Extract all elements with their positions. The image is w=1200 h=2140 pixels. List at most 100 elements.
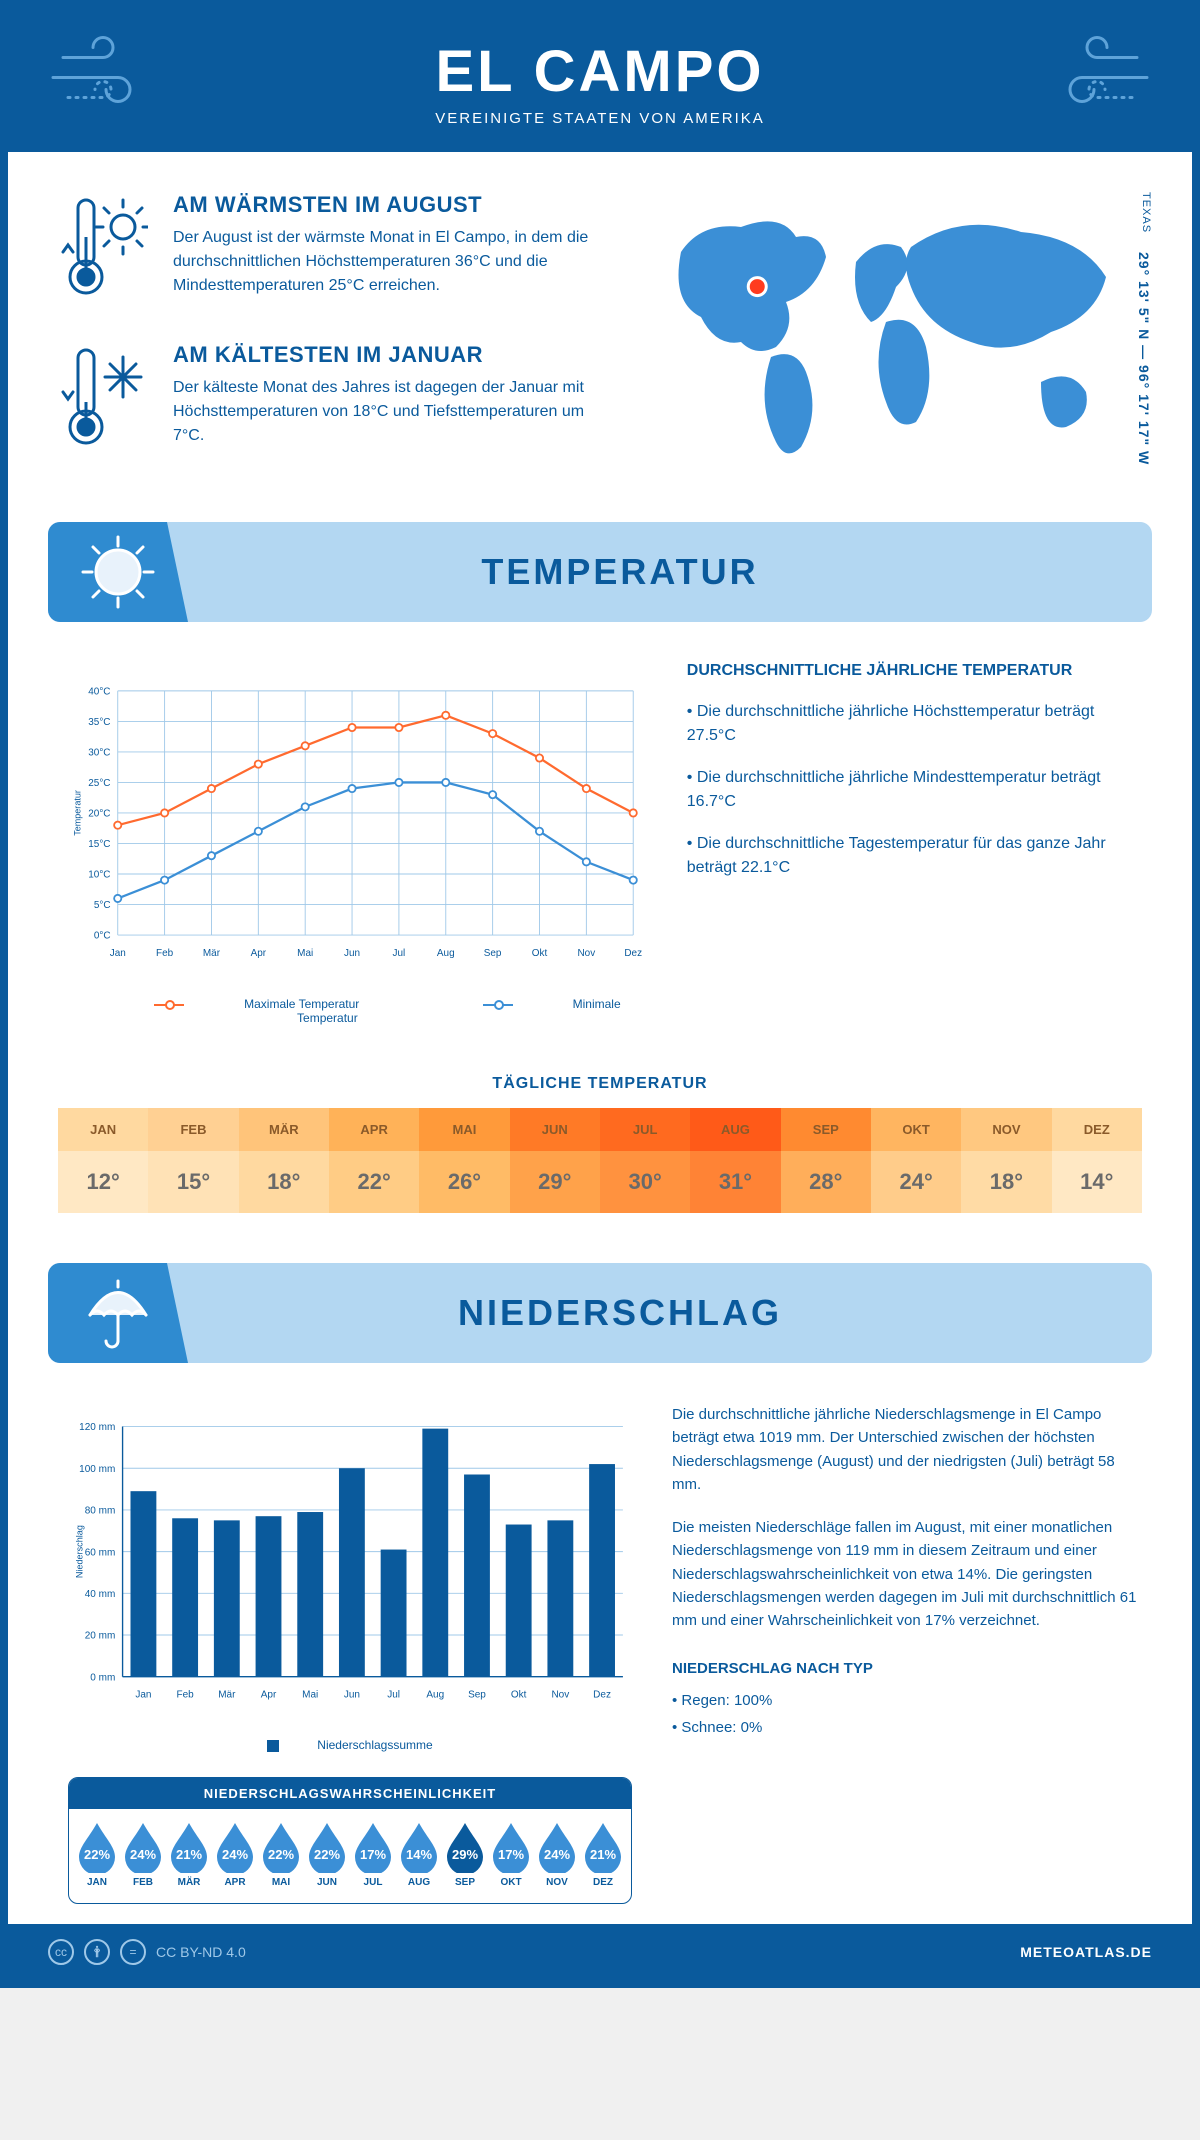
daily-temp-cell: JUN29° — [510, 1108, 600, 1213]
daily-temp-title: TÄGLICHE TEMPERATUR — [8, 1075, 1192, 1093]
coldest-fact: AM KÄLTESTEN IM JANUAR Der kälteste Mona… — [58, 342, 610, 457]
daily-temp-cell: DEZ14° — [1052, 1108, 1142, 1213]
daily-temp-cell: SEP28° — [781, 1108, 871, 1213]
svg-text:0°C: 0°C — [94, 931, 111, 942]
svg-text:Okt: Okt — [511, 1690, 527, 1701]
svg-text:17%: 17% — [360, 1847, 386, 1862]
svg-text:35°C: 35°C — [88, 717, 110, 728]
svg-text:22%: 22% — [84, 1847, 110, 1862]
svg-text:Temperatur: Temperatur — [73, 790, 83, 836]
svg-text:17%: 17% — [498, 1847, 524, 1862]
svg-text:22%: 22% — [314, 1847, 340, 1862]
coldest-title: AM KÄLTESTEN IM JANUAR — [173, 342, 610, 368]
wind-icon — [48, 33, 158, 128]
daily-temp-cell: MAI26° — [419, 1108, 509, 1213]
svg-text:Mai: Mai — [297, 948, 313, 959]
intro-section: AM WÄRMSTEN IM AUGUST Der August ist der… — [8, 152, 1192, 522]
probability-drop: 24% FEB — [122, 1821, 164, 1888]
probability-drop: 24% APR — [214, 1821, 256, 1888]
daily-temp-cell: MÄR18° — [239, 1108, 329, 1213]
probability-drop: 14% AUG — [398, 1821, 440, 1888]
region-label: TEXAS — [1140, 192, 1152, 233]
probability-drop: 17% OKT — [490, 1821, 532, 1888]
svg-text:Nov: Nov — [578, 948, 596, 959]
precipitation-body: 0 mm20 mm40 mm60 mm80 mm100 mm120 mmNied… — [8, 1363, 1192, 1924]
probability-drop: 29% SEP — [444, 1821, 486, 1888]
daily-temp-cell: OKT24° — [871, 1108, 961, 1213]
probability-drop: 24% NOV — [536, 1821, 578, 1888]
infographic-page: EL CAMPO VEREINIGTE STAATEN VON AMERIKA — [0, 0, 1200, 1988]
page-subtitle: VEREINIGTE STAATEN VON AMERIKA — [28, 110, 1172, 127]
temperature-banner: TEMPERATUR — [48, 522, 1152, 622]
precip-legend-label: Niederschlagssumme — [317, 1738, 432, 1752]
footer: cc 🛉 = CC BY-ND 4.0 METEOATLAS.DE — [8, 1924, 1192, 1980]
warmest-title: AM WÄRMSTEN IM AUGUST — [173, 192, 610, 218]
sun-icon — [48, 522, 188, 622]
svg-text:24%: 24% — [222, 1847, 248, 1862]
svg-text:0 mm: 0 mm — [90, 1672, 115, 1683]
probability-drop: 17% JUL — [352, 1821, 394, 1888]
precip-type-line: • Schnee: 0% — [672, 1716, 1142, 1739]
probability-box: NIEDERSCHLAGSWAHRSCHEINLICHKEIT 22% JAN … — [68, 1777, 632, 1904]
svg-text:10°C: 10°C — [88, 870, 110, 881]
precipitation-banner: NIEDERSCHLAG — [48, 1263, 1152, 1363]
svg-text:22%: 22% — [268, 1847, 294, 1862]
svg-text:Jul: Jul — [387, 1690, 400, 1701]
svg-text:Jul: Jul — [393, 948, 406, 959]
wind-icon — [1042, 33, 1152, 128]
svg-text:120 mm: 120 mm — [79, 1422, 115, 1433]
svg-text:Aug: Aug — [437, 948, 455, 959]
svg-text:Feb: Feb — [156, 948, 174, 959]
temp-text-heading: DURCHSCHNITTLICHE JÄHRLICHE TEMPERATUR — [687, 662, 1132, 680]
temp-bullet: • Die durchschnittliche Tagestemperatur … — [687, 832, 1132, 880]
svg-text:Niederschlag: Niederschlag — [75, 1525, 85, 1578]
warmest-fact: AM WÄRMSTEN IM AUGUST Der August ist der… — [58, 192, 610, 307]
svg-text:Mär: Mär — [218, 1690, 236, 1701]
precip-paragraph-2: Die meisten Niederschläge fallen im Augu… — [672, 1516, 1142, 1632]
svg-text:15°C: 15°C — [88, 839, 110, 850]
svg-text:Sep: Sep — [468, 1690, 486, 1701]
svg-text:Sep: Sep — [484, 948, 502, 959]
license-text: CC BY-ND 4.0 — [156, 1944, 246, 1960]
thermometer-snow-icon — [58, 342, 148, 457]
daily-temp-cell: APR22° — [329, 1108, 419, 1213]
svg-text:100 mm: 100 mm — [79, 1464, 115, 1475]
cc-icon: cc — [48, 1939, 74, 1965]
svg-text:14%: 14% — [406, 1847, 432, 1862]
svg-text:Mär: Mär — [203, 948, 221, 959]
svg-text:Jun: Jun — [344, 948, 360, 959]
coldest-text: Der kälteste Monat des Jahres ist dagege… — [173, 376, 610, 448]
precip-type-line: • Regen: 100% — [672, 1689, 1142, 1712]
svg-text:20°C: 20°C — [88, 809, 110, 820]
location-marker-icon — [748, 278, 766, 296]
probability-drop: 21% MÄR — [168, 1821, 210, 1888]
umbrella-icon — [48, 1263, 188, 1363]
temperature-body: 0°C5°C10°C15°C20°C25°C30°C35°C40°CJanFeb… — [8, 622, 1192, 1045]
svg-text:Apr: Apr — [261, 1690, 277, 1701]
svg-text:Okt: Okt — [532, 948, 548, 959]
page-title: EL CAMPO — [28, 38, 1172, 105]
precipitation-bar-chart: 0 mm20 mm40 mm60 mm80 mm100 mm120 mmNied… — [68, 1403, 632, 1723]
daily-temp-cell: JAN12° — [58, 1108, 148, 1213]
svg-text:20 mm: 20 mm — [85, 1631, 116, 1642]
svg-text:60 mm: 60 mm — [85, 1547, 116, 1558]
world-map: TEXAS 29° 13' 5" N — 96° 17' 17" W — [640, 192, 1142, 492]
daily-temp-cell: NOV18° — [961, 1108, 1051, 1213]
precipitation-section-title: NIEDERSCHLAG — [188, 1292, 1152, 1334]
by-icon: 🛉 — [84, 1939, 110, 1965]
probability-drop: 22% MAI — [260, 1821, 302, 1888]
svg-text:29%: 29% — [452, 1847, 478, 1862]
svg-text:21%: 21% — [590, 1847, 616, 1862]
world-map-svg — [641, 192, 1141, 472]
temperature-legend: Maximale Temperatur Minimale Temperatur — [68, 997, 647, 1025]
svg-text:Dez: Dez — [593, 1690, 611, 1701]
svg-text:5°C: 5°C — [94, 900, 111, 911]
legend-max-label: Maximale Temperatur — [244, 997, 359, 1011]
probability-drop: 22% JAN — [76, 1821, 118, 1888]
probability-title: NIEDERSCHLAGSWAHRSCHEINLICHKEIT — [69, 1778, 631, 1809]
svg-text:Apr: Apr — [251, 948, 267, 959]
temperature-section-title: TEMPERATUR — [188, 551, 1152, 593]
svg-text:Jan: Jan — [135, 1690, 151, 1701]
probability-drop: 21% DEZ — [582, 1821, 624, 1888]
precip-type-heading: NIEDERSCHLAG NACH TYP — [672, 1657, 1142, 1680]
